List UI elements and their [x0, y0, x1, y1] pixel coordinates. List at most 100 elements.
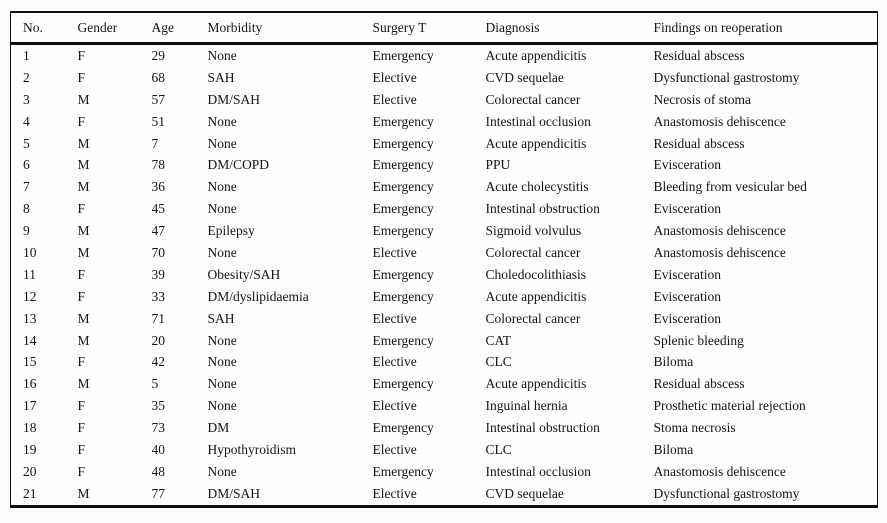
table-cell: 51 [151, 113, 166, 129]
table-cell: None [207, 398, 237, 414]
table-row: 16 M 5 None Emergency Acute appendicitis Resid… [11, 373, 878, 395]
table-cell: 48 [151, 463, 166, 479]
table-row: 6 M 78 DM/COPD Emergency PPU Evisceration [11, 154, 878, 176]
table-cell: M [77, 91, 90, 107]
table-cell: Elective [372, 485, 417, 501]
table-cell: 16 [23, 376, 37, 392]
table-row: 5 M 7 None Emergency Acute appendicitis Residu… [11, 133, 878, 155]
table-cell: Anastomosis dehiscence [653, 463, 786, 479]
table-cell: Splenic bleeding [653, 332, 744, 348]
table-cell: None [207, 113, 237, 129]
table-cell: DM/COPD [207, 157, 270, 173]
table-cell: CLC [485, 354, 512, 370]
table-row: 13 M 71 SAH Elective Colorectal cancer Eviscer… [11, 308, 878, 330]
table-cell: Elective [372, 398, 417, 414]
table-cell: 21 [23, 485, 37, 501]
table-cell: SAH [207, 69, 235, 85]
table-cell: M [77, 244, 90, 260]
table-cell: M [77, 485, 90, 501]
column-header: Diagnosis [485, 12, 654, 45]
table-cell: Intestinal occlusion [485, 463, 591, 479]
table-cell: Elective [372, 310, 417, 326]
table-cell: Emergency [372, 135, 434, 151]
table-cell: Intestinal obstruction [485, 201, 600, 217]
table-cell: 14 [23, 332, 37, 348]
column-header: Morbidity [207, 12, 373, 45]
table-cell: Elective [372, 91, 417, 107]
table-cell: Anastomosis dehiscence [653, 113, 786, 129]
table-cell: 5 [23, 135, 30, 151]
table-cell: 18 [23, 420, 37, 436]
table-cell: 2 [23, 69, 30, 85]
table-cell: Elective [372, 69, 417, 85]
table-cell: Anastomosis dehiscence [653, 223, 786, 239]
table-cell: None [207, 463, 237, 479]
table-cell: Emergency [372, 266, 434, 282]
column-header: Gender [77, 12, 152, 45]
table-cell: Evisceration [653, 266, 721, 282]
table-cell: None [207, 354, 237, 370]
table-cell: Prosthetic material rejection [653, 398, 806, 414]
table-cell: 68 [151, 69, 166, 85]
table-cell: 9 [23, 223, 30, 239]
table-cell: Dysfunctional gastrostomy [653, 485, 800, 501]
table-row: 14 M 20 None Emergency CAT Splenic bleeding [11, 330, 878, 352]
table-row: 9 M 47 Epilepsy Emergency Sigmoid volvulus Ana… [11, 220, 878, 242]
table-cell: 10 [23, 244, 37, 260]
table-cell: Intestinal occlusion [485, 113, 591, 129]
table-cell: 3 [23, 91, 30, 107]
table-cell: Elective [372, 441, 417, 457]
table-cell: 45 [151, 201, 166, 217]
table-cell: Colorectal cancer [485, 91, 581, 107]
table-row: 3 M 57 DM/SAH Elective Colorectal cancer Necro… [11, 89, 878, 111]
table-cell: 7 [151, 135, 159, 151]
table-cell: Emergency [372, 113, 434, 129]
table-cell: Elective [372, 244, 417, 260]
table-cell: DM [207, 420, 230, 436]
column-header: Findings on reoperation [653, 12, 878, 45]
table-cell: Sigmoid volvulus [485, 223, 582, 239]
table-cell: Emergency [372, 376, 434, 392]
table-cell: F [77, 420, 86, 436]
table-cell: None [207, 179, 237, 195]
table-cell: F [77, 288, 86, 304]
table-cell: M [77, 179, 90, 195]
table-cell: Necrosis of stoma [653, 91, 751, 107]
table-cell: Residual abscess [653, 135, 745, 151]
table-cell: CVD sequelae [485, 485, 564, 501]
table-cell: 20 [23, 463, 37, 479]
table-cell: DM/dyslipidaemia [207, 288, 309, 304]
table-cell: Evisceration [653, 157, 721, 173]
table-cell: 57 [151, 91, 166, 107]
table-cell: 19 [23, 441, 37, 457]
table-cell: Emergency [372, 288, 434, 304]
table-header-row: No. Gender Age Morbidity Surgery T Diagnosis F… [10, 12, 878, 45]
table-cell: Obesity/SAH [207, 266, 281, 282]
table-cell: Anastomosis dehiscence [653, 244, 786, 260]
table-cell: None [207, 376, 237, 392]
table-cell: Bleeding from vesicular bed [653, 179, 807, 195]
table-cell: Hypothyroidism [207, 441, 297, 457]
table-cell: Biloma [653, 441, 694, 457]
table-cell: Acute appendicitis [485, 47, 587, 63]
table-cell: 35 [151, 398, 166, 414]
table-row: 12 F 33 DM/dyslipidaemia Emergency Acute appe… [11, 286, 878, 308]
table-row: 21 M 77 DM/SAH Elective CVD sequelae Dysfuncti… [11, 483, 878, 506]
table-row: 7 M 36 None Emergency Acute cholecystitis Blee… [11, 176, 878, 198]
table-cell: 13 [23, 310, 37, 326]
table-cell: Inguinal hernia [485, 398, 568, 414]
table-cell: M [77, 157, 90, 173]
table-cell: Emergency [372, 463, 434, 479]
table-cell: 7 [23, 179, 30, 195]
table-cell: Dysfunctional gastrostomy [653, 69, 800, 85]
table-cell: Choledocolithiasis [485, 266, 587, 282]
table-row: 11 F 39 Obesity/SAH Emergency Choledocolithia… [11, 264, 878, 286]
table-cell: F [77, 69, 86, 85]
table-cell: 33 [151, 288, 166, 304]
table-cell: DM/SAH [207, 91, 261, 107]
table-cell: None [207, 332, 237, 348]
table-cell: 47 [151, 223, 166, 239]
table-body: 1 F 29 None Emergency Acute appendicitis Resid… [11, 44, 878, 507]
table-row: 20 F 48 None Emergency Intestinal occlusion An… [11, 461, 878, 483]
